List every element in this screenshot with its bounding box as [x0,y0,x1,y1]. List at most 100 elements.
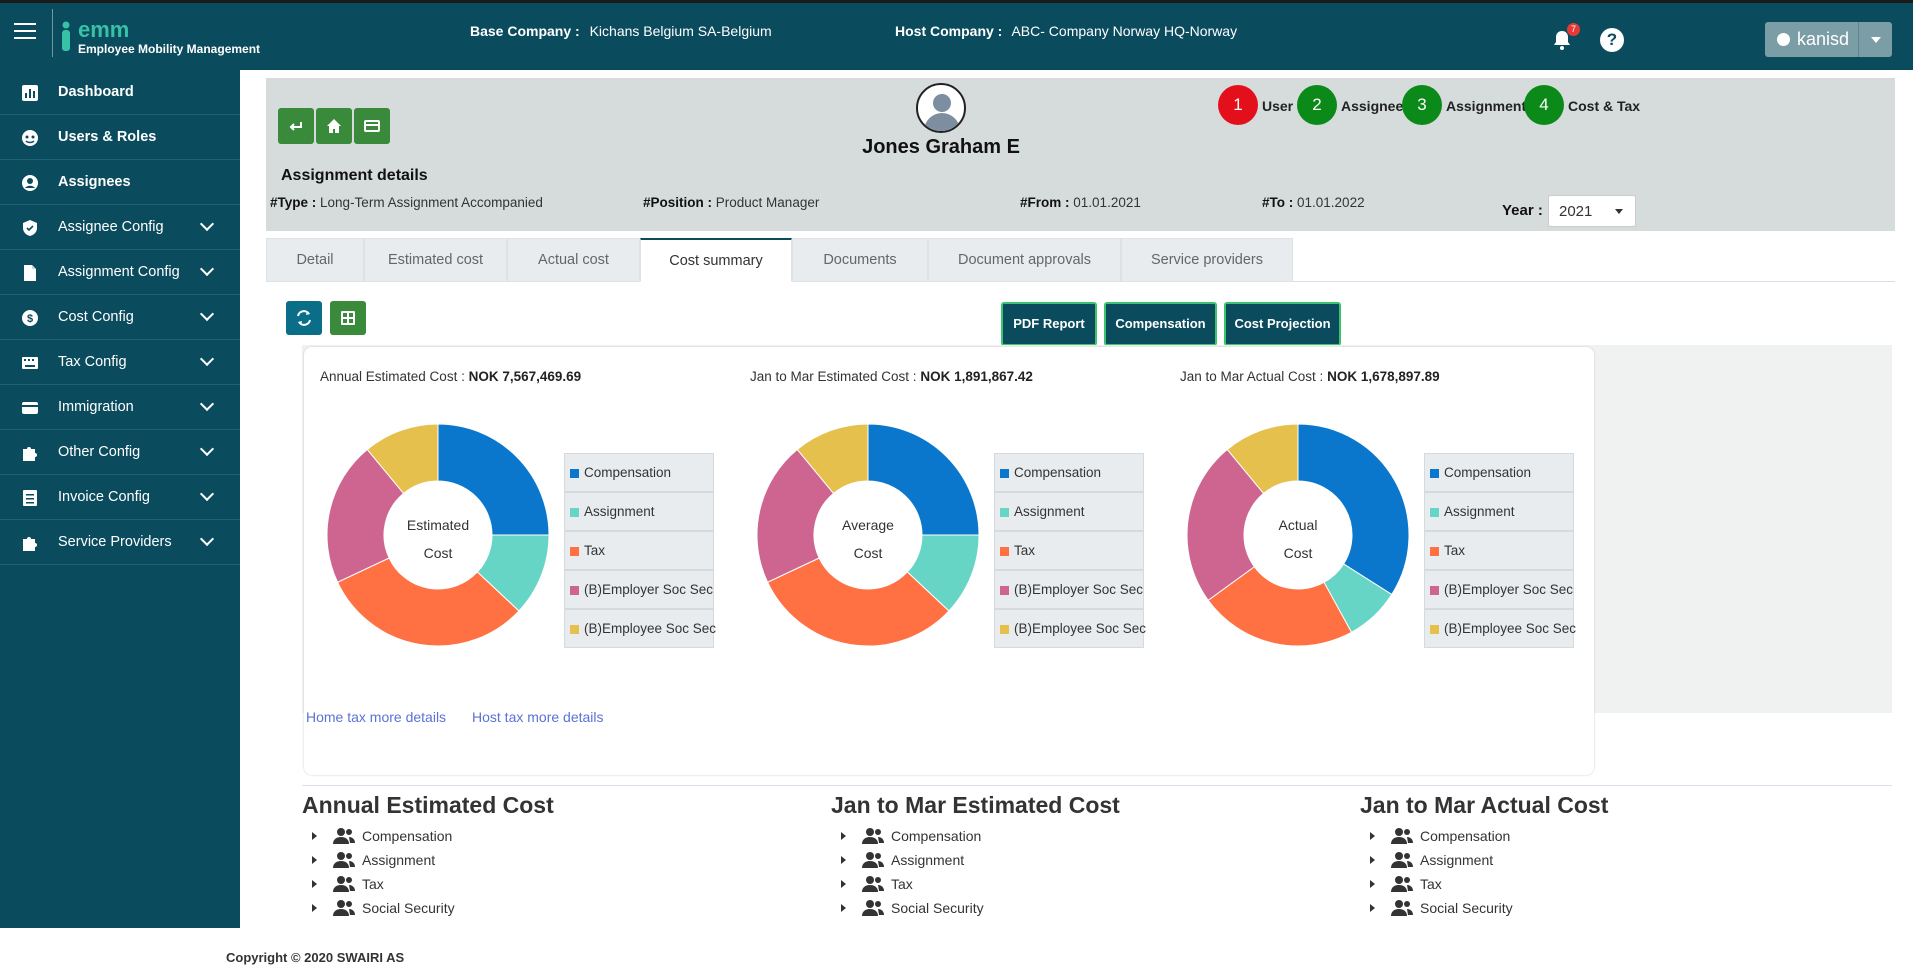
slice-compensation[interactable] [1297,423,1410,596]
slice-tax[interactable] [336,557,520,647]
slice-employee-soc-sec[interactable] [1226,423,1299,495]
slice-tax[interactable] [1207,566,1353,647]
slice-employer-soc-sec[interactable] [756,448,835,583]
summary-row[interactable]: Tax [302,873,802,897]
legend-item[interactable]: Tax [1424,531,1574,570]
users-icon [1391,852,1413,868]
chevron-down-icon[interactable] [199,531,215,547]
bell-icon[interactable] [1551,29,1573,51]
legend-item[interactable]: Tax [564,531,714,570]
summary-row[interactable]: Social Security [831,897,1331,921]
legend-item[interactable]: (B)Employer Soc Sec [564,570,714,609]
compensation-button[interactable]: Compensation [1104,302,1217,346]
q-actual-summary: Jan to Mar Actual Cost Compensation Assi… [1360,792,1860,921]
host-tax-link[interactable]: Host tax more details [472,709,604,725]
chevron-down-icon[interactable] [199,486,215,502]
slice-tax[interactable] [766,557,950,647]
swatch [570,586,579,595]
tab-service-providers[interactable]: Service providers [1121,238,1293,282]
sidebar-item-service-providers[interactable]: Service Providers [0,520,240,565]
legend-item[interactable]: Tax [994,531,1144,570]
back-button[interactable] [278,108,314,144]
summary-row[interactable]: Assignment [1360,849,1860,873]
swatch [1430,547,1439,556]
tab-cost-summary[interactable]: Cost summary [640,238,792,282]
legend-item[interactable]: Assignment [994,492,1144,531]
legend-item[interactable]: (B)Employee Soc Sec [1424,609,1576,648]
legend-item[interactable]: Compensation [994,453,1144,492]
summary-row[interactable]: Compensation [1360,825,1860,849]
summary-row-label: Tax [891,876,913,892]
chevron-down-icon[interactable] [199,396,215,412]
chevron-down-icon[interactable] [199,306,215,322]
chevron-down-icon[interactable] [199,261,215,277]
sidebar-item-label: Service Providers [58,534,172,550]
caret-right-icon [312,904,317,912]
slice-employer-soc-sec[interactable] [326,448,405,583]
slice-employee-soc-sec[interactable] [366,423,439,495]
sidebar-item-users-roles[interactable]: Users & Roles [0,115,240,160]
legend-item[interactable]: Assignment [564,492,714,531]
brand-divider [52,9,53,57]
slice-compensation[interactable] [437,423,550,536]
sidebar-item-immigration[interactable]: Immigration [0,385,240,430]
legend-item[interactable]: (B)Employee Soc Sec [994,609,1146,648]
cost-projection-button[interactable]: Cost Projection [1224,302,1341,346]
legend-item[interactable]: (B)Employer Soc Sec [994,570,1144,609]
sidebar-item-tax-config[interactable]: Tax Config [0,340,240,385]
slice-employer-soc-sec[interactable] [1186,448,1265,601]
legend-item[interactable]: Assignment [1424,492,1574,531]
summary-row[interactable]: Compensation [831,825,1331,849]
step-number: 3 [1402,85,1442,125]
chevron-down-icon[interactable] [199,216,215,232]
sidebar-item-dashboard[interactable]: Dashboard [0,70,240,115]
legend-item[interactable]: (B)Employer Soc Sec [1424,570,1574,609]
summary-row[interactable]: Compensation [302,825,802,849]
chevron-down-icon[interactable] [199,351,215,367]
chevron-down-icon[interactable] [199,441,215,457]
help-icon[interactable]: ? [1600,28,1624,52]
sidebar-item-cost-config[interactable]: $ Cost Config [0,295,240,340]
swatch [1430,586,1439,595]
card-button[interactable] [354,108,390,144]
hamburger-menu-icon[interactable] [14,23,36,41]
swatch [1000,625,1009,634]
tab-document-approvals[interactable]: Document approvals [928,238,1121,282]
sidebar-item-other-config[interactable]: Other Config [0,430,240,475]
tab-documents[interactable]: Documents [792,238,928,282]
swatch [570,469,579,478]
to-value: 01.01.2022 [1297,195,1365,210]
caret-right-icon [1370,880,1375,888]
users-icon [862,852,884,868]
user-menu-button[interactable]: kanisd [1765,22,1892,57]
tab-actual-cost[interactable]: Actual cost [507,238,640,282]
summary-row[interactable]: Assignment [302,849,802,873]
summary-row-label: Social Security [891,900,984,916]
swatch [570,625,579,634]
summary-row[interactable]: Social Security [302,897,802,921]
year-select[interactable]: 2021 [1548,195,1636,227]
scrollbar[interactable] [1895,70,1913,930]
slice-employee-soc-sec[interactable] [796,423,869,495]
summary-row[interactable]: Tax [831,873,1331,897]
sidebar-item-invoice-config[interactable]: Invoice Config [0,475,240,520]
sidebar-item-assignees[interactable]: Assignees [0,160,240,205]
excel-button[interactable] [330,301,366,335]
sidebar-item-assignee-config[interactable]: Assignee Config [0,205,240,250]
slice-compensation[interactable] [867,423,980,536]
caret-down-icon[interactable] [1871,37,1881,43]
home-tax-link[interactable]: Home tax more details [306,709,447,725]
sidebar-item-assignment-config[interactable]: Assignment Config [0,250,240,295]
legend-item[interactable]: (B)Employee Soc Sec [564,609,716,648]
summary-row[interactable]: Tax [1360,873,1860,897]
legend-item[interactable]: Compensation [1424,453,1574,492]
legend-item[interactable]: Compensation [564,453,714,492]
user-icon [1777,33,1790,46]
refresh-button[interactable] [286,301,322,335]
summary-row[interactable]: Assignment [831,849,1331,873]
home-button[interactable] [316,108,352,144]
tab-detail[interactable]: Detail [266,238,364,282]
tab-estimated-cost[interactable]: Estimated cost [364,238,507,282]
summary-row[interactable]: Social Security [1360,897,1860,921]
pdf-report-button[interactable]: PDF Report [1001,302,1097,346]
